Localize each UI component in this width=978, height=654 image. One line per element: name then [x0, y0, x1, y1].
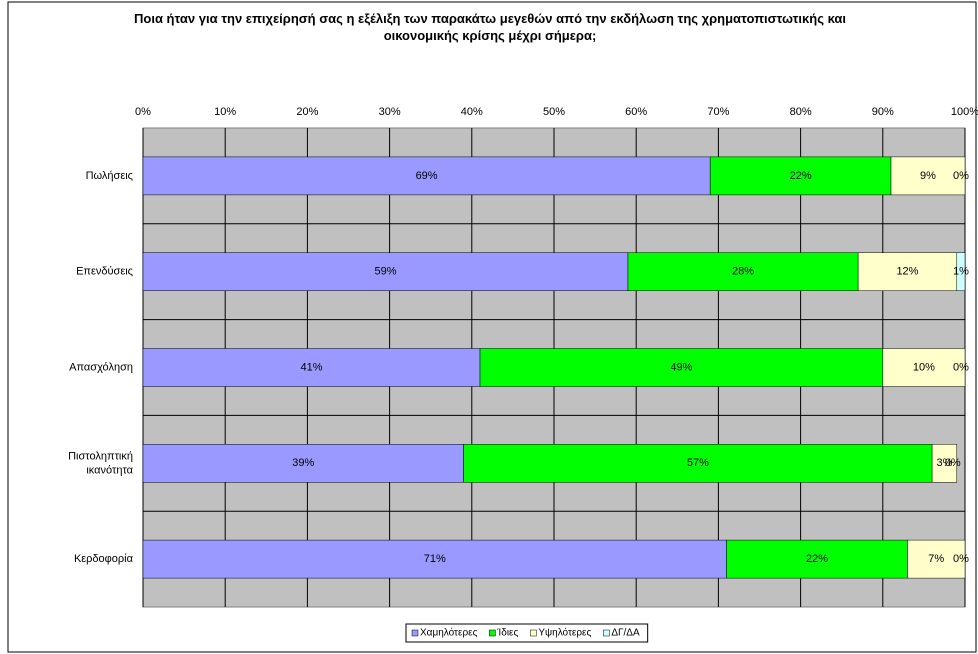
- bar-segment: [890, 156, 966, 196]
- x-tick-label: 20%: [296, 106, 318, 118]
- bar-segment: [142, 444, 464, 483]
- chart-title: Ποια ήταν για την επιχείρησή σας η εξέλι…: [134, 11, 846, 43]
- x-tick-label: 60%: [625, 106, 647, 118]
- x-tick-label: 100%: [951, 106, 978, 118]
- x-tick-label: 70%: [707, 106, 729, 118]
- y-tick-label: Πωλήσεις: [86, 170, 133, 182]
- value-label: 69%: [416, 170, 438, 182]
- y-tick-label: Κερδοφορία: [74, 553, 134, 565]
- bar-segment: [463, 444, 933, 483]
- legend-swatch: [489, 629, 496, 637]
- value-label: 22%: [806, 553, 828, 565]
- value-label: 22%: [790, 170, 812, 182]
- x-tick-label: 90%: [872, 106, 894, 118]
- value-label: 28%: [732, 266, 754, 278]
- value-label: 7%: [928, 553, 944, 565]
- bar-segment: [907, 539, 966, 579]
- x-tick-label: 0%: [135, 106, 151, 118]
- y-tick-label: Επενδύσεις: [76, 266, 133, 278]
- bar-segment: [956, 252, 966, 291]
- bar-segment: [857, 252, 958, 291]
- x-tick-label: 50%: [543, 106, 565, 118]
- legend-swatch: [411, 629, 419, 637]
- legend: Χαμηλότερες Ίδιες Υψηλότερες ΔΓ/ΔΑ: [405, 623, 649, 643]
- legend-label: ΔΓ/ΔΑ: [611, 628, 640, 639]
- legend-swatch: [530, 629, 537, 637]
- x-tick-label: 40%: [461, 106, 483, 118]
- value-label: 0%: [953, 361, 969, 373]
- x-tick-label: 80%: [790, 106, 812, 118]
- bar-segment: [142, 539, 727, 579]
- value-label: 71%: [424, 553, 446, 565]
- value-label: 49%: [670, 361, 692, 373]
- x-tick-label: 30%: [379, 106, 401, 118]
- legend-box: [405, 623, 649, 643]
- value-label: 9%: [920, 170, 936, 182]
- bar-segment: [726, 539, 908, 579]
- value-label: 3%: [936, 457, 952, 469]
- y-tick-label: Πιστοληπτική ικανότητα: [68, 450, 134, 476]
- value-label: 0%: [953, 553, 969, 565]
- bar-segment: [931, 444, 958, 483]
- bar-segment: [142, 156, 711, 196]
- bar-segment: [882, 348, 966, 387]
- bar-segment: [142, 348, 481, 387]
- bar-segment: [142, 252, 629, 291]
- value-label: 39%: [292, 457, 314, 469]
- x-tick-label: 10%: [214, 106, 236, 118]
- legend-label: Ίδιες: [496, 628, 518, 639]
- bar-segment: [479, 348, 884, 387]
- value-label: 41%: [300, 361, 322, 373]
- legend-label: Υψηλότερες: [538, 627, 591, 639]
- legend-swatch: [603, 629, 610, 637]
- bar-segment: [709, 156, 892, 196]
- y-tick-label: Απασχόληση: [69, 361, 133, 373]
- chart-border: [7, 1, 977, 653]
- bar-segment: [627, 252, 859, 291]
- value-label: 10%: [913, 361, 935, 373]
- value-label: 12%: [896, 266, 918, 278]
- value-label: 0%: [945, 457, 961, 469]
- value-label: 1%: [953, 266, 969, 278]
- legend-label: Χαμηλότερες: [420, 627, 478, 639]
- value-label: 0%: [953, 170, 969, 182]
- value-label: 57%: [687, 457, 709, 469]
- value-label: 59%: [374, 266, 396, 278]
